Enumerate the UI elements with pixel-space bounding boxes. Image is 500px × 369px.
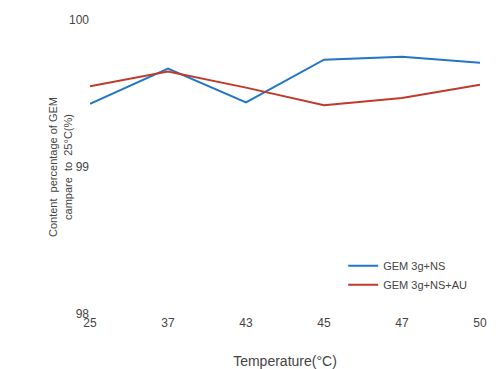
- svg-text:37: 37: [161, 316, 175, 330]
- svg-text:50: 50: [473, 316, 487, 330]
- svg-text:47: 47: [395, 316, 409, 330]
- svg-text:GEM 3g+NS: GEM 3g+NS: [383, 260, 445, 272]
- svg-text:45: 45: [317, 316, 331, 330]
- svg-text:43: 43: [239, 316, 253, 330]
- svg-text:Content percentage of GEMcamp: Content percentage of GEMcampare to 25°C…: [47, 97, 73, 237]
- svg-text:GEM 3g+NS+AU: GEM 3g+NS+AU: [383, 279, 467, 291]
- svg-text:25: 25: [83, 316, 97, 330]
- svg-text:100: 100: [69, 13, 89, 27]
- svg-text:98: 98: [76, 307, 90, 321]
- svg-text:Temperature(°C): Temperature(°C): [233, 353, 337, 369]
- svg-text:99: 99: [76, 160, 90, 174]
